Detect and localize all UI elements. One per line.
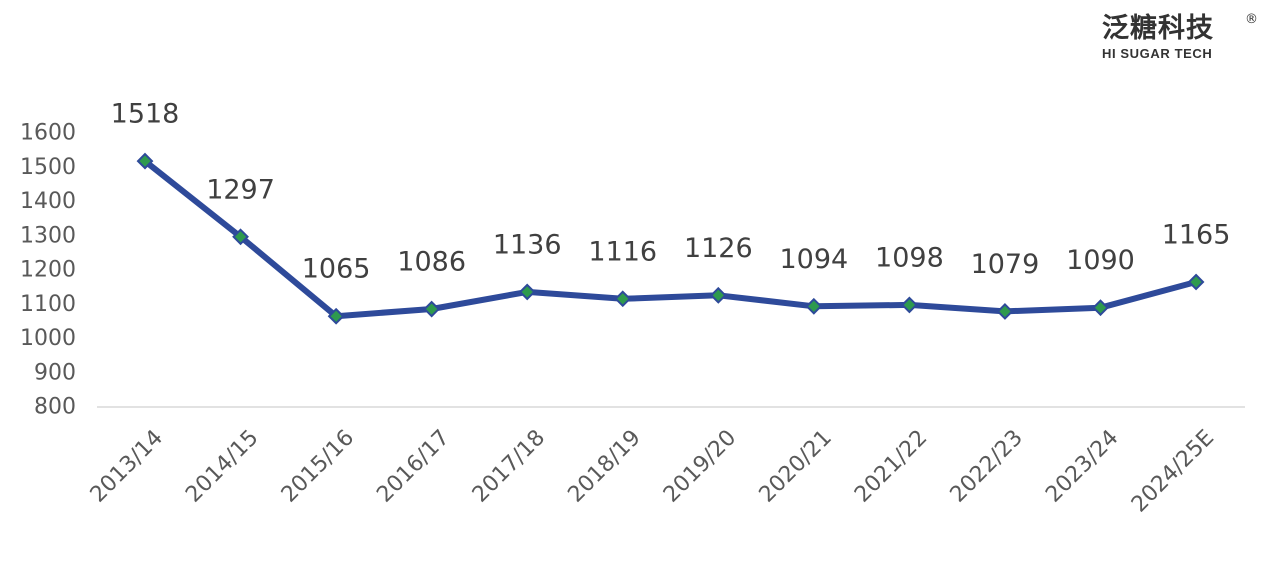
- x-tick-label: 2020/21: [755, 425, 837, 507]
- data-point-marker: [900, 296, 918, 314]
- data-label: 1116: [588, 236, 657, 267]
- data-point-marker: [1187, 273, 1205, 291]
- data-point-marker: [996, 303, 1014, 320]
- y-tick-label: 1600: [20, 121, 76, 146]
- x-tick-label: 2022/23: [946, 425, 1028, 507]
- data-point-marker: [518, 283, 536, 301]
- data-label: 1079: [971, 249, 1040, 280]
- data-label: 1065: [302, 254, 371, 285]
- y-tick-label: 800: [34, 395, 76, 420]
- y-tick-label: 1300: [20, 223, 76, 248]
- data-label: 1136: [493, 229, 562, 260]
- x-tick-label: 2023/24: [1041, 425, 1123, 507]
- data-label: 1518: [111, 99, 180, 130]
- data-point-marker: [136, 152, 154, 170]
- registered-mark: ®: [1245, 12, 1258, 27]
- data-point-marker: [1092, 299, 1109, 317]
- data-label: 1098: [875, 242, 944, 273]
- data-labels: 1518 1297 1065 1086 1136 1116 1126 1094 1098 1079…: [111, 99, 1231, 285]
- y-tick-label: 1100: [20, 292, 76, 317]
- x-tick-label: 2019/20: [659, 425, 741, 507]
- x-tick-label: 2016/17: [372, 425, 454, 507]
- x-tick-label: 2017/18: [468, 425, 550, 507]
- data-point-marker: [327, 307, 345, 325]
- x-tick-label: 2015/16: [277, 425, 359, 507]
- series-line: [142, 158, 1199, 320]
- data-label: 1086: [397, 247, 466, 278]
- data-point-marker: [423, 300, 441, 318]
- brand-logo: 泛糖科技 ® HI SUGAR TECH: [1102, 12, 1258, 62]
- data-label: 1297: [206, 174, 275, 205]
- data-markers: [136, 152, 1205, 325]
- y-axis-labels: 800 900 1000 1100 1200 1300 1400 1500 1600: [20, 121, 76, 420]
- data-point-marker: [709, 286, 727, 304]
- y-tick-label: 1200: [20, 258, 76, 283]
- y-tick-label: 1500: [20, 155, 76, 180]
- x-tick-label: 2024/25E: [1127, 425, 1219, 517]
- data-label: 1126: [684, 233, 753, 264]
- data-label: 1094: [779, 244, 848, 275]
- data-point-marker: [805, 297, 823, 315]
- brand-logo-chinese: 泛糖科技: [1102, 13, 1214, 44]
- data-label: 1165: [1162, 219, 1231, 250]
- y-tick-label: 1000: [20, 326, 76, 351]
- x-tick-label: 2014/15: [181, 425, 263, 507]
- x-tick-label: 2013/14: [86, 425, 168, 507]
- x-axis-labels: 2013/14 2014/15 2015/16 2016/17 2017/18 2018/…: [86, 425, 1219, 517]
- y-tick-label: 1400: [20, 189, 76, 214]
- x-tick-label: 2021/22: [850, 425, 932, 507]
- y-tick-label: 900: [34, 360, 76, 385]
- data-label: 1090: [1066, 245, 1135, 276]
- brand-logo-english: HI SUGAR TECH: [1102, 46, 1213, 61]
- x-tick-label: 2018/19: [563, 425, 645, 507]
- data-point-marker: [614, 290, 632, 308]
- data-point-marker: [232, 228, 249, 246]
